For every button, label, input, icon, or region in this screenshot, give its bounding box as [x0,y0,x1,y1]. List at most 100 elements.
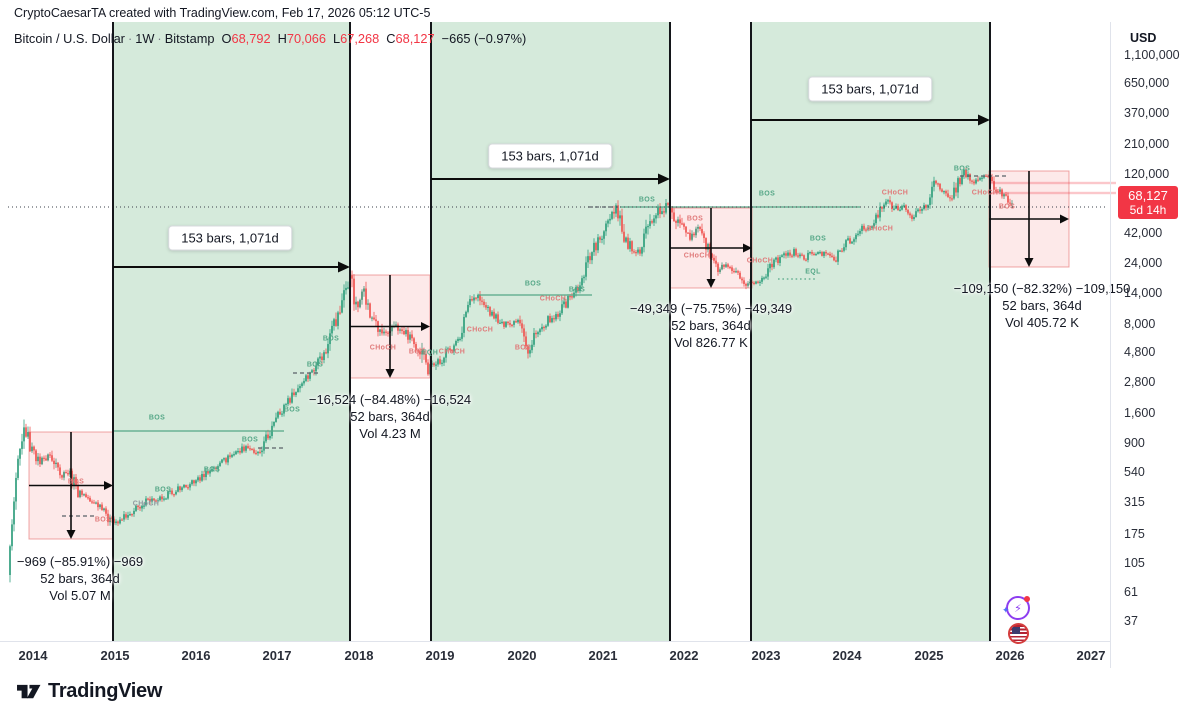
accumulation-zone[interactable] [113,22,350,641]
price-tick: 540 [1124,465,1145,479]
tradingview-logo[interactable]: TradingView [16,680,162,703]
range-measure-stats[interactable]: −49,349 (−75.75%) −49,349 52 bars, 364d Vo… [630,300,792,351]
year-label: 2025 [914,648,944,663]
ohlc-letter: O [221,31,232,46]
footer-bar: TradingView [0,668,1200,720]
structure-lines [8,175,1108,517]
time-scale[interactable]: 2014 2015 2016 2017 2018 2019 2020 2021 2022 2023… [0,641,1110,668]
sparkle-icon: ✦ [1002,605,1010,615]
smc-label: BOS [408,348,426,356]
range-stat-line: −969 (−85.91%) −969 [16,554,144,569]
price-tick: 650,000 [1124,76,1170,90]
smc-label: BOS [809,235,827,243]
arrowhead-down [66,530,76,539]
smc-label: CHoCH [746,257,774,265]
bars-range-label[interactable]: 153 bars, 1,071d [488,143,612,169]
price-tick: 175 [1124,527,1145,541]
symbol-name: Bitcoin / U.S. Dollar [14,31,125,46]
range-stat-line: Vol 826.77 K [674,335,748,350]
year-label: 2022 [669,648,699,663]
smc-label: BOS [524,280,542,288]
smc-label: CHoCH [881,189,909,197]
year-label: 2023 [751,648,781,663]
arrowhead-right [338,261,350,273]
bars-range-label[interactable]: 153 bars, 1,071d [808,76,932,102]
smc-label: CHoCH [132,500,160,508]
price-scale-currency: USD [1130,31,1157,45]
change-value: −665 (−0.97%) [441,31,527,46]
smc-label: EQL [805,268,821,276]
us-flag-icon[interactable] [1007,623,1029,644]
price-tick: 105 [1124,556,1145,570]
price-tick: 8,000 [1124,317,1156,331]
year-label: 2020 [507,648,537,663]
smc-label: BOS [998,203,1016,211]
measure-arrows [29,22,1069,641]
smc-label: BOS [568,286,586,294]
alert-level-line[interactable] [989,191,1116,195]
legend-separator: · [127,31,133,46]
smc-label: BOS [283,406,301,414]
arrowhead-right [978,114,990,126]
price-tick: 4,800 [1124,345,1156,359]
range-stat-line: Vol 5.07 M [49,588,111,603]
legend-separator: · [157,31,162,46]
tradingview-mark-icon [17,684,41,698]
smc-label: CHoCH [438,348,466,356]
arrowhead-right [743,243,752,253]
tradingview-wordmark: TradingView [48,680,163,702]
price-tick: 120,000 [1124,167,1170,181]
accumulation-zone[interactable] [431,22,670,641]
attribution-text: CryptoCaesarTA created with TradingView.… [14,6,431,20]
price-tick: 37 [1124,614,1138,628]
range-stat-line: 52 bars, 364d [40,571,120,586]
range-stat-line: 52 bars, 364d [350,409,430,424]
smc-label: CHoCH [369,344,397,352]
smc-label: BOS [686,215,704,223]
year-label: 2026 [995,648,1025,663]
interval-label: 1W [135,31,155,46]
year-label: 2017 [262,648,292,663]
price-tick: 370,000 [1124,106,1170,120]
ohlc-number: 68,127 [395,31,435,46]
range-measure-stats[interactable]: −109,150 (−82.32%) −109,150 52 bars, 364d… [954,280,1131,331]
smc-label: BOS [953,165,971,173]
smc-label: BOS [67,478,85,486]
smc-label: CHoCH [971,189,999,197]
range-stat-line: −109,150 (−82.32%) −109,150 [953,281,1131,296]
accumulation-zone[interactable] [751,22,990,641]
ohlc-number: 70,066 [286,31,326,46]
price-tick: 14,000 [1124,286,1163,300]
ohlc-values: O68,792 H70,066 L67,268 C68,127 [214,31,434,46]
price-tick: 315 [1124,495,1145,509]
bars-range-label[interactable]: 153 bars, 1,071d [168,225,292,251]
price-scale[interactable]: USD 68,127 5d 14h 1,100,000 650,000 370,00… [1110,0,1200,668]
ai-flash-icon[interactable]: ⚡ ✦ [1002,596,1030,620]
smc-label: BOS [758,190,776,198]
arrowhead-down [706,279,716,288]
smc-label: CHoCH [866,225,894,233]
price-tick: 210,000 [1124,137,1170,151]
arrowhead-right [104,481,113,490]
range-stat-line: −49,349 (−75.75%) −49,349 [629,301,793,316]
pane-divider [0,641,1110,642]
flag-canton [1011,627,1020,634]
arrowhead-right [421,322,430,331]
range-measure-stats[interactable]: −16,524 (−84.48%) −16,524 52 bars, 364d Vo… [309,391,471,442]
range-measure-stats[interactable]: −969 (−85.91%) −969 52 bars, 364d Vol 5.07… [17,553,143,604]
range-stat-line: −16,524 (−84.48%) −16,524 [308,392,472,407]
year-label: 2021 [588,648,618,663]
range-stat-line: 52 bars, 364d [671,318,751,333]
year-label: 2016 [181,648,211,663]
price-tick: 1,100,000 [1124,48,1180,62]
price-tick: 24,000 [1124,256,1163,270]
alert-level-line[interactable] [989,181,1116,185]
price-tick: 42,000 [1124,226,1163,240]
last-price-badge: 68,127 5d 14h [1118,186,1178,219]
range-stat-line: Vol 405.72 K [1005,315,1079,330]
year-label: 2014 [18,648,48,663]
arrowhead-down [385,369,395,378]
symbol-legend[interactable]: Bitcoin / U.S. Dollar · 1W · Bitstamp O68,792… [14,31,526,46]
